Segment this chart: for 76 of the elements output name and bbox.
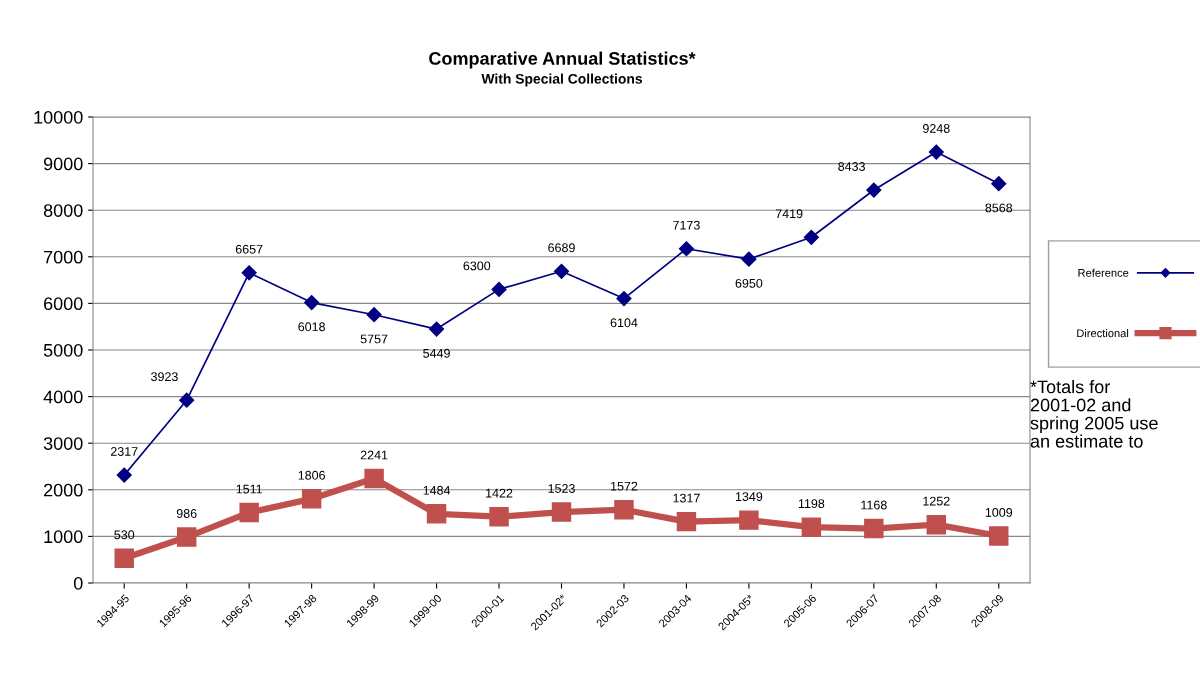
y-tick-label: 9000 <box>43 157 83 171</box>
point <box>239 502 259 523</box>
chart-title: Comparative Annual Statistics* <box>429 51 696 69</box>
point <box>678 241 695 257</box>
point <box>114 548 134 569</box>
data-label: 1523 <box>548 484 575 493</box>
text: Directional <box>1077 329 1129 338</box>
data-label: 1484 <box>423 485 451 495</box>
data-label: 1349 <box>735 492 763 501</box>
y-tick-label: 0 <box>73 576 83 590</box>
point <box>241 265 257 281</box>
point <box>491 281 507 297</box>
data-label: 6300 <box>463 261 491 271</box>
point <box>304 294 320 311</box>
data-label: 986 <box>176 509 197 518</box>
data-label: 1009 <box>985 507 1013 517</box>
point <box>803 229 819 245</box>
data-label: 7419 <box>775 209 803 219</box>
data-label: 1422 <box>486 488 513 498</box>
y-tick-label: 5000 <box>43 343 83 357</box>
y-tick-label: 7000 <box>44 250 83 264</box>
y-tick-label: 8000 <box>43 204 83 217</box>
point <box>366 307 382 323</box>
point <box>739 510 759 530</box>
data-label: 1572 <box>611 481 638 491</box>
text: *Totals for 2001-02 and spring 2005 use an estimate to <box>1030 380 1158 448</box>
data-label: 530 <box>114 530 135 540</box>
chart-subtitle: With Special Collections <box>481 73 643 87</box>
data-label: 6657 <box>235 244 263 254</box>
y-tick-label: 10000 <box>34 110 83 124</box>
point <box>426 504 447 524</box>
data-label: 1511 <box>236 484 262 494</box>
point <box>364 468 384 489</box>
point <box>176 527 197 547</box>
y-tick-label: 6000 <box>44 297 83 311</box>
point <box>301 489 322 509</box>
data-label: 6104 <box>610 318 638 328</box>
point <box>991 176 1007 192</box>
point <box>989 526 1009 546</box>
point <box>179 392 195 408</box>
data-label: 1198 <box>798 499 825 509</box>
point <box>676 511 697 532</box>
point <box>614 500 634 520</box>
y-tick-label: 4000 <box>43 390 83 404</box>
point <box>926 514 947 535</box>
data-label: 1317 <box>673 493 700 503</box>
point <box>553 263 570 279</box>
point <box>741 251 757 267</box>
data-label: 8433 <box>838 162 865 171</box>
data-label: 1168 <box>861 500 887 510</box>
data-label: 3923 <box>151 372 178 382</box>
data-label: 8568 <box>985 203 1013 213</box>
data-label: 1252 <box>923 496 950 506</box>
data-label: 5449 <box>423 348 450 358</box>
point <box>866 182 882 198</box>
point <box>801 517 822 537</box>
data-label: 6950 <box>735 278 763 288</box>
point <box>428 321 445 337</box>
point <box>489 507 509 527</box>
y-tick-label: 3000 <box>43 437 83 450</box>
point <box>616 290 632 307</box>
point <box>551 502 572 522</box>
data-label: 6018 <box>298 322 325 332</box>
y-tick-label: 2000 <box>44 483 83 497</box>
text: Reference <box>1078 268 1129 277</box>
data-label: 6689 <box>548 243 575 253</box>
data-label: 2317 <box>110 447 138 456</box>
point <box>864 518 884 539</box>
data-label: 9248 <box>922 124 950 133</box>
data-label: 1806 <box>298 470 325 480</box>
point <box>116 467 132 483</box>
data-label: 7173 <box>673 220 700 230</box>
data-label: 2241 <box>360 450 388 460</box>
point <box>928 144 944 160</box>
y-tick-label: 1000 <box>44 530 83 544</box>
data-label: 5757 <box>360 334 388 344</box>
